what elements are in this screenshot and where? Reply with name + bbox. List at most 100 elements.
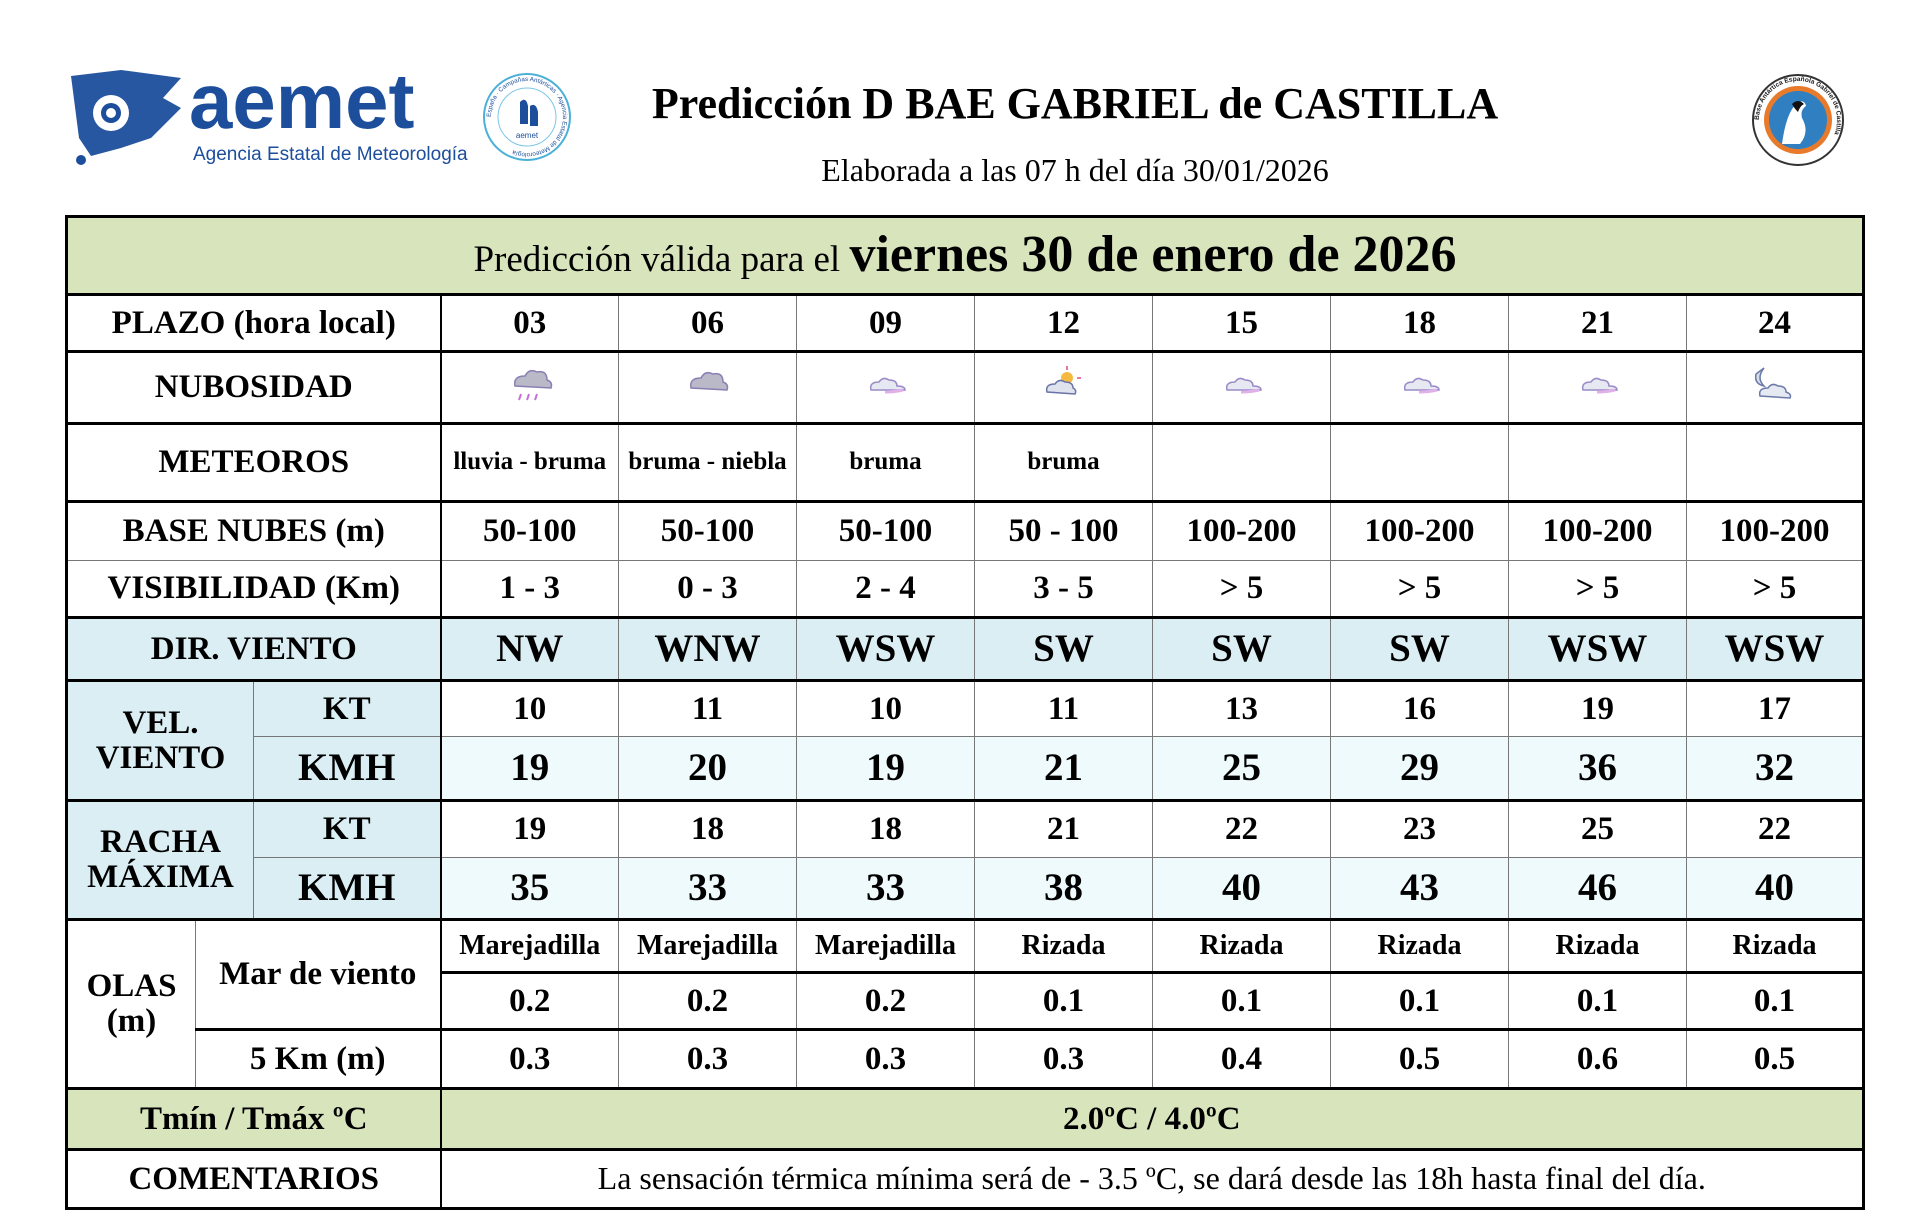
vel-kt-cell: 19 xyxy=(1508,679,1687,737)
validity-banner: Predicción válida para el viernes 30 de … xyxy=(64,215,1866,296)
visibilidad-cell: 2 - 4 xyxy=(796,560,975,618)
aemet-logo-text: aemet xyxy=(189,68,414,145)
cloud-rain-icon xyxy=(513,369,552,400)
mar-estado-cell: Marejadilla xyxy=(440,918,619,973)
cloud-cover-cell xyxy=(796,350,975,424)
issued-time: Elaborada a las 07 h del día 30/01/2026 xyxy=(821,152,1329,188)
cloud-cover-cell xyxy=(1508,350,1687,424)
label-nubosidad: NUBOSIDAD xyxy=(65,350,442,424)
temperature-value: 2.0ºC / 4.0ºC xyxy=(439,1087,1866,1150)
vel-kmh-cell: 20 xyxy=(618,736,797,801)
mar-altura-cell: 0.1 xyxy=(1508,971,1687,1030)
vel-kt-cell: 13 xyxy=(1152,679,1331,737)
forecast-table: Predicción válida para el viernes 30 de … xyxy=(64,215,1866,1210)
plazo-cell: 09 xyxy=(796,294,975,352)
mar-estado-cell: Rizada xyxy=(974,918,1153,973)
plazo-cell: 03 xyxy=(440,294,619,352)
comments-text: La sensación térmica mínima será de - 3.… xyxy=(439,1148,1866,1210)
mar-estado-cell: Rizada xyxy=(1152,918,1331,973)
cloud-cover-cell xyxy=(1330,350,1509,424)
racha-kmh-cell: 40 xyxy=(1152,857,1331,920)
dir-viento-cell: SW xyxy=(1152,616,1331,681)
visibilidad-cell: > 5 xyxy=(1508,560,1687,618)
cinco-km-cell: 0.3 xyxy=(440,1028,619,1089)
vel-kmh-cell: 36 xyxy=(1508,736,1687,801)
base-nubes-cell: 50-100 xyxy=(618,500,797,561)
mar-altura-cell: 0.1 xyxy=(1685,971,1866,1030)
racha-kmh-cell: 33 xyxy=(796,857,975,920)
label-kmh: KMH xyxy=(253,736,442,801)
vel-kmh-cell: 29 xyxy=(1330,736,1509,801)
cinco-km-cell: 0.3 xyxy=(796,1028,975,1089)
mar-altura-cell: 0.2 xyxy=(440,971,619,1030)
label-comentarios: COMENTARIOS xyxy=(65,1148,442,1210)
meteoros-cell: bruma - niebla xyxy=(618,422,797,502)
base-nubes-cell: 50 - 100 xyxy=(974,500,1153,561)
antarctic-campaign-logo: España · Campañas Antárticas · Agencia E… xyxy=(483,73,571,161)
cinco-km-cell: 0.5 xyxy=(1330,1028,1509,1089)
label-plazo: PLAZO (hora local) xyxy=(65,294,442,352)
vel-kt-cell: 16 xyxy=(1330,679,1509,737)
plazo-cell: 21 xyxy=(1508,294,1687,352)
plazo-cell: 24 xyxy=(1685,294,1866,352)
racha-kt-cell: 25 xyxy=(1508,799,1687,858)
cloud-icon xyxy=(689,371,728,391)
cinco-km-cell: 0.6 xyxy=(1508,1028,1687,1089)
aemet-logo: aemet Agencia Estatal de Meteorología xyxy=(71,68,468,165)
mar-estado-cell: Rizada xyxy=(1508,918,1687,973)
base-nubes-cell: 50-100 xyxy=(440,500,619,561)
vel-kt-cell: 17 xyxy=(1685,679,1866,737)
vel-kt-cell: 10 xyxy=(796,679,975,737)
label-mar-de-viento: Mar de viento xyxy=(195,918,442,1030)
label-meteoros: METEOROS xyxy=(65,422,442,502)
racha-kt-cell: 22 xyxy=(1152,799,1331,858)
vel-kmh-cell: 19 xyxy=(796,736,975,801)
visibilidad-cell: 0 - 3 xyxy=(618,560,797,618)
cloud-small-icon xyxy=(869,377,906,394)
racha-kt-cell: 18 xyxy=(618,799,797,858)
mar-altura-cell: 0.2 xyxy=(618,971,797,1030)
racha-kmh-cell: 38 xyxy=(974,857,1153,920)
vel-kt-cell: 11 xyxy=(618,679,797,737)
label-olas: OLAS (m) xyxy=(65,918,196,1089)
cloud-cover-cell xyxy=(618,350,797,424)
label-base-nubes: BASE NUBES (m) xyxy=(65,500,442,561)
visibilidad-cell: > 5 xyxy=(1330,560,1509,618)
visibilidad-cell: > 5 xyxy=(1152,560,1331,618)
page-title: Predicción D BAE GABRIEL de CASTILLA xyxy=(651,79,1499,128)
base-nubes-cell: 50-100 xyxy=(796,500,975,561)
racha-kt-cell: 21 xyxy=(974,799,1153,858)
base-nubes-cell: 100-200 xyxy=(1330,500,1509,561)
label-racha-maxima: RACHA MÁXIMA xyxy=(65,799,254,920)
dir-viento-cell: NW xyxy=(440,616,619,681)
meteoros-cell: bruma xyxy=(796,422,975,502)
plazo-cell: 06 xyxy=(618,294,797,352)
vel-kmh-cell: 21 xyxy=(974,736,1153,801)
banner-prefix: Predicción válida para el xyxy=(473,239,850,281)
vel-kmh-cell: 25 xyxy=(1152,736,1331,801)
label-kt: KT xyxy=(253,799,442,858)
meteoros-cell xyxy=(1685,422,1866,502)
visibilidad-cell: 1 - 3 xyxy=(440,560,619,618)
vel-kt-cell: 11 xyxy=(974,679,1153,737)
base-gabriel-de-castilla-logo: Base Antártica Española Gabriel de Casti… xyxy=(1752,74,1844,166)
mar-altura-cell: 0.2 xyxy=(796,971,975,1030)
mar-estado-cell: Rizada xyxy=(1685,918,1866,973)
mar-estado-cell: Rizada xyxy=(1330,918,1509,973)
cloud-small-icon xyxy=(1225,377,1262,394)
aemet-logo-subtext: Agencia Estatal de Meteorología xyxy=(193,144,468,165)
label-kt: KT xyxy=(253,679,442,737)
cloud-small-icon xyxy=(1403,377,1440,394)
vel-kmh-cell: 19 xyxy=(440,736,619,801)
dir-viento-cell: WSW xyxy=(796,616,975,681)
cloud-moon-icon xyxy=(1754,367,1791,399)
meteoros-cell: bruma xyxy=(974,422,1153,502)
racha-kmh-cell: 40 xyxy=(1685,857,1866,920)
vel-kmh-cell: 32 xyxy=(1685,736,1866,801)
cloud-small-icon xyxy=(1581,377,1618,394)
racha-kmh-cell: 35 xyxy=(440,857,619,920)
label-vel-viento: VEL. VIENTO xyxy=(65,679,254,801)
cloud-cover-cell xyxy=(440,350,619,424)
meteoros-cell xyxy=(1330,422,1509,502)
mar-estado-cell: Marejadilla xyxy=(618,918,797,973)
